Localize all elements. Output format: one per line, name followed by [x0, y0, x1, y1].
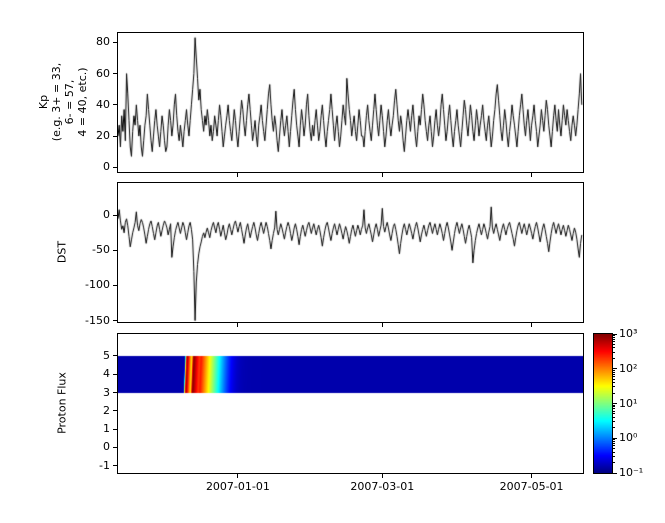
dst-axis-label: DST — [55, 240, 69, 264]
y-tick-label: 5 — [103, 348, 110, 362]
x-tick-mark — [531, 173, 533, 177]
colorbar-tick-label: 10⁰ — [619, 431, 638, 445]
colorbar-minor-tick-mark — [613, 351, 615, 353]
colorbar-tick-mark — [613, 472, 617, 474]
colorbar-minor-tick-mark — [613, 455, 615, 457]
colorbar-minor-tick-mark — [613, 462, 615, 464]
proton-flux-panel — [117, 333, 584, 474]
x-tick-label: 2007-01-01 — [205, 480, 270, 493]
colorbar-minor-tick-mark — [613, 347, 615, 349]
colorbar-minor-tick-mark — [613, 375, 615, 377]
colorbar-minor-tick-mark — [613, 382, 615, 384]
kp-axis-label-line: 4 = 40, etc.) — [76, 67, 89, 137]
proton-flux-spectrogram-canvas — [118, 334, 583, 473]
y-tick-label: -150 — [85, 313, 110, 327]
x-tick-mark — [381, 323, 383, 327]
colorbar-tick-mark — [613, 437, 617, 439]
colorbar-minor-tick-mark — [613, 441, 615, 443]
colorbar-minor-tick-mark — [613, 448, 615, 450]
kp-plot-canvas — [118, 33, 583, 172]
colorbar-tick-mark — [613, 403, 617, 404]
kp-axis-label-line: 6- = 57, — [63, 79, 76, 125]
colorbar-tick-mark — [613, 368, 617, 370]
colorbar-minor-tick-mark — [613, 338, 615, 340]
colorbar-minor-tick-mark — [613, 413, 615, 415]
kp-axis-label: Kp (e.g. 3+ = 33, 6- = 57, 4 = 40, etc.) — [37, 63, 89, 141]
y-tick-label: -1 — [99, 458, 110, 472]
colorbar-minor-tick-mark — [613, 427, 615, 429]
proton-flux-axis-label: Proton Flux — [55, 372, 69, 434]
dst-plot-canvas — [118, 183, 583, 322]
colorbar-minor-tick-mark — [613, 336, 615, 338]
x-tick-mark — [381, 474, 383, 478]
x-tick-label: 2007-03-01 — [350, 480, 415, 493]
y-tick-label: -100 — [85, 278, 110, 292]
colorbar-minor-tick-mark — [613, 443, 615, 445]
x-tick-mark — [237, 173, 239, 177]
y-tick-label: 0 — [103, 208, 110, 222]
x-tick-mark — [381, 173, 383, 177]
colorbar-tick-label: 10⁻¹ — [619, 466, 644, 479]
colorbar-minor-tick-mark — [613, 406, 615, 408]
dst-panel — [117, 182, 584, 323]
colorbar-minor-tick-mark — [613, 410, 615, 412]
colorbar-minor-tick-mark — [613, 343, 615, 345]
colorbar-minor-tick-mark — [613, 392, 615, 394]
colorbar — [593, 333, 613, 474]
colorbar-canvas — [594, 334, 612, 473]
colorbar-tick-label: 10² — [619, 361, 638, 375]
y-tick-label: 0 — [103, 160, 110, 174]
colorbar-minor-tick-mark — [613, 416, 615, 418]
x-tick-label: 2007-05-01 — [499, 480, 564, 493]
x-tick-mark — [531, 474, 533, 478]
y-tick-label: 0 — [103, 440, 110, 454]
kp-axis-label-line: (e.g. 3+ = 33, — [50, 62, 63, 142]
colorbar-minor-tick-mark — [613, 357, 615, 359]
kp-panel — [117, 32, 584, 173]
colorbar-minor-tick-mark — [613, 335, 615, 337]
kp-axis-label-line: Kp — [37, 94, 50, 110]
colorbar-tick-mark — [613, 333, 617, 335]
x-tick-mark — [237, 474, 239, 478]
colorbar-minor-tick-mark — [613, 369, 615, 371]
x-tick-mark — [531, 323, 533, 327]
colorbar-minor-tick-mark — [613, 408, 615, 410]
colorbar-minor-tick-mark — [613, 378, 615, 380]
colorbar-tick-label: 10³ — [619, 327, 638, 340]
colorbar-minor-tick-mark — [613, 404, 615, 406]
colorbar-tick-label: 10¹ — [619, 396, 638, 410]
colorbar-minor-tick-mark — [613, 451, 615, 453]
colorbar-minor-tick-mark — [613, 439, 615, 441]
x-tick-mark — [237, 323, 239, 327]
y-tick-label: 80 — [96, 35, 110, 49]
colorbar-minor-tick-mark — [613, 371, 615, 373]
colorbar-minor-tick-mark — [613, 373, 615, 375]
colorbar-minor-tick-mark — [613, 386, 615, 388]
colorbar-minor-tick-mark — [613, 421, 615, 423]
colorbar-minor-tick-mark — [613, 341, 615, 343]
colorbar-minor-tick-mark — [613, 445, 615, 447]
